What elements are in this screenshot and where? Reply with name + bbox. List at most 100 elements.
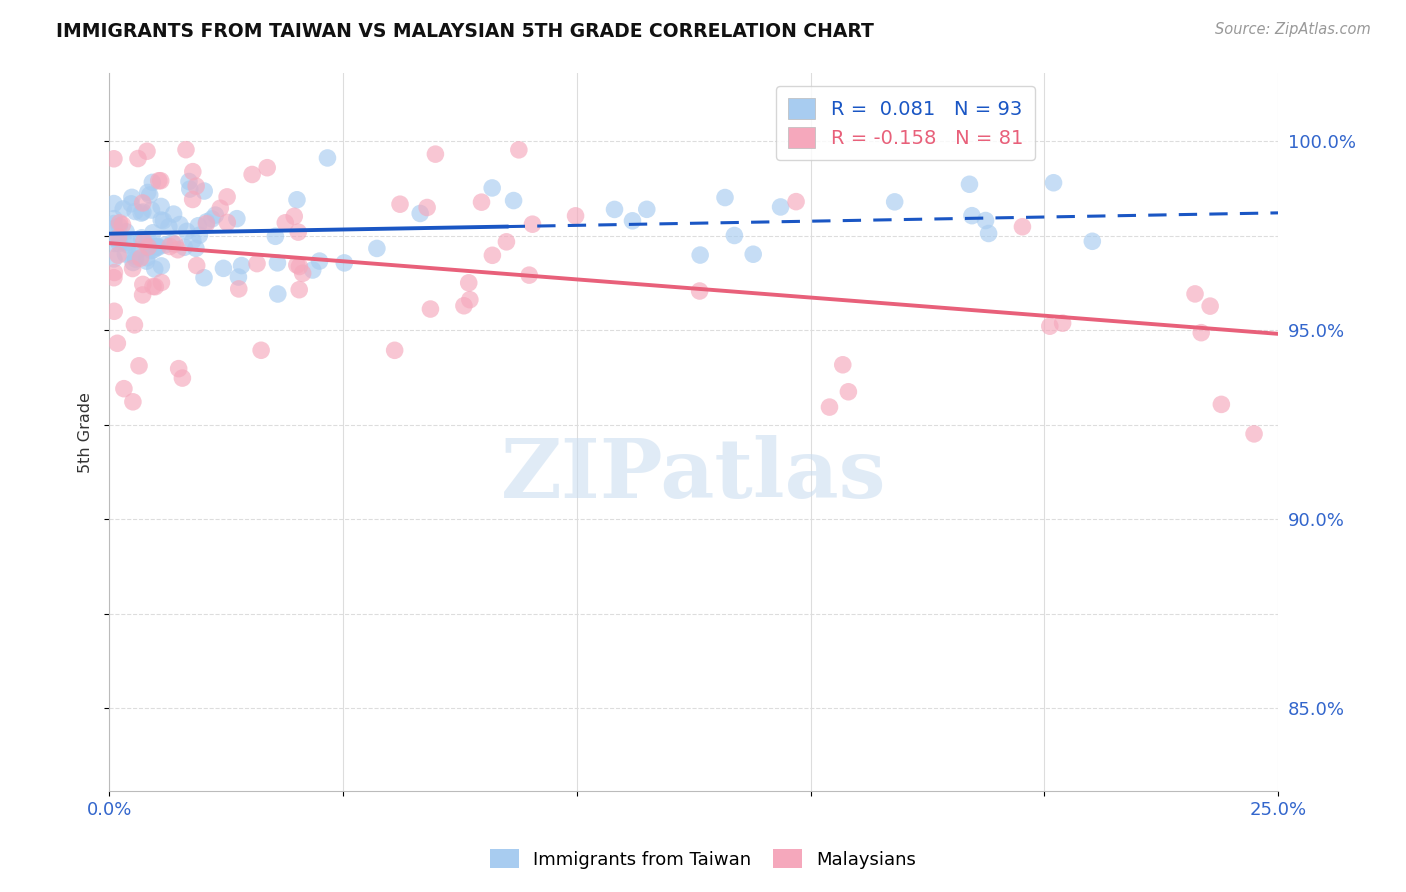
- Point: [129, 251, 152, 265]
- Point: [138, 188, 160, 202]
- Point: [112, 382, 135, 396]
- Point: [103, 221, 125, 235]
- Point: [960, 209, 983, 223]
- Point: [419, 301, 441, 316]
- Point: [723, 228, 745, 243]
- Y-axis label: 5th Grade: 5th Grade: [79, 392, 93, 473]
- Point: [142, 226, 165, 240]
- Point: [121, 190, 143, 204]
- Point: [105, 232, 128, 246]
- Point: [117, 235, 139, 250]
- Point: [120, 196, 142, 211]
- Point: [146, 239, 169, 253]
- Point: [135, 254, 157, 268]
- Point: [714, 190, 737, 204]
- Point: [285, 258, 308, 272]
- Point: [522, 217, 544, 231]
- Point: [107, 248, 129, 262]
- Point: [173, 240, 195, 254]
- Point: [266, 256, 288, 270]
- Point: [288, 260, 311, 274]
- Point: [231, 259, 253, 273]
- Point: [240, 168, 263, 182]
- Point: [129, 206, 152, 220]
- Point: [831, 358, 853, 372]
- Point: [103, 304, 125, 318]
- Point: [136, 145, 159, 159]
- Point: [1199, 299, 1222, 313]
- Point: [217, 215, 239, 229]
- Point: [157, 219, 180, 234]
- Point: [267, 287, 290, 301]
- Point: [131, 231, 153, 245]
- Point: [169, 218, 191, 232]
- Point: [150, 213, 173, 227]
- Point: [457, 276, 479, 290]
- Point: [124, 318, 146, 332]
- Point: [174, 143, 197, 157]
- Point: [209, 201, 232, 215]
- Point: [142, 279, 165, 293]
- Point: [1052, 316, 1074, 330]
- Point: [502, 194, 524, 208]
- Point: [108, 236, 131, 251]
- Point: [1211, 397, 1233, 411]
- Point: [564, 209, 586, 223]
- Point: [104, 236, 127, 251]
- Point: [193, 184, 215, 198]
- Point: [153, 238, 176, 252]
- Point: [333, 256, 356, 270]
- Point: [193, 270, 215, 285]
- Point: [384, 343, 406, 358]
- Point: [184, 241, 207, 255]
- Point: [122, 394, 145, 409]
- Point: [122, 255, 145, 269]
- Point: [621, 214, 644, 228]
- Point: [287, 225, 309, 239]
- Point: [883, 194, 905, 209]
- Point: [132, 235, 155, 249]
- Point: [425, 147, 447, 161]
- Point: [142, 239, 165, 253]
- Point: [366, 242, 388, 256]
- Point: [201, 211, 224, 226]
- Point: [103, 265, 125, 279]
- Point: [177, 174, 200, 188]
- Point: [143, 243, 166, 257]
- Point: [818, 400, 841, 414]
- Point: [470, 195, 492, 210]
- Point: [127, 152, 149, 166]
- Point: [508, 143, 530, 157]
- Point: [228, 282, 250, 296]
- Point: [181, 164, 204, 178]
- Point: [103, 152, 125, 166]
- Point: [149, 174, 172, 188]
- Point: [117, 238, 139, 252]
- Point: [141, 202, 163, 217]
- Point: [204, 208, 226, 222]
- Point: [131, 233, 153, 247]
- Point: [121, 261, 143, 276]
- Point: [107, 230, 129, 244]
- Point: [181, 193, 204, 207]
- Point: [108, 216, 131, 230]
- Point: [250, 343, 273, 358]
- Legend: Immigrants from Taiwan, Malaysians: Immigrants from Taiwan, Malaysians: [482, 842, 924, 876]
- Point: [135, 251, 157, 265]
- Point: [172, 371, 194, 385]
- Point: [195, 215, 218, 229]
- Point: [146, 240, 169, 254]
- Point: [141, 244, 163, 258]
- Point: [150, 276, 173, 290]
- Point: [105, 336, 128, 351]
- Point: [689, 284, 711, 298]
- Point: [112, 202, 135, 216]
- Point: [246, 257, 269, 271]
- Point: [283, 210, 305, 224]
- Point: [188, 228, 211, 243]
- Point: [152, 213, 174, 227]
- Point: [256, 161, 278, 175]
- Text: Source: ZipAtlas.com: Source: ZipAtlas.com: [1215, 22, 1371, 37]
- Point: [132, 277, 155, 292]
- Point: [148, 174, 170, 188]
